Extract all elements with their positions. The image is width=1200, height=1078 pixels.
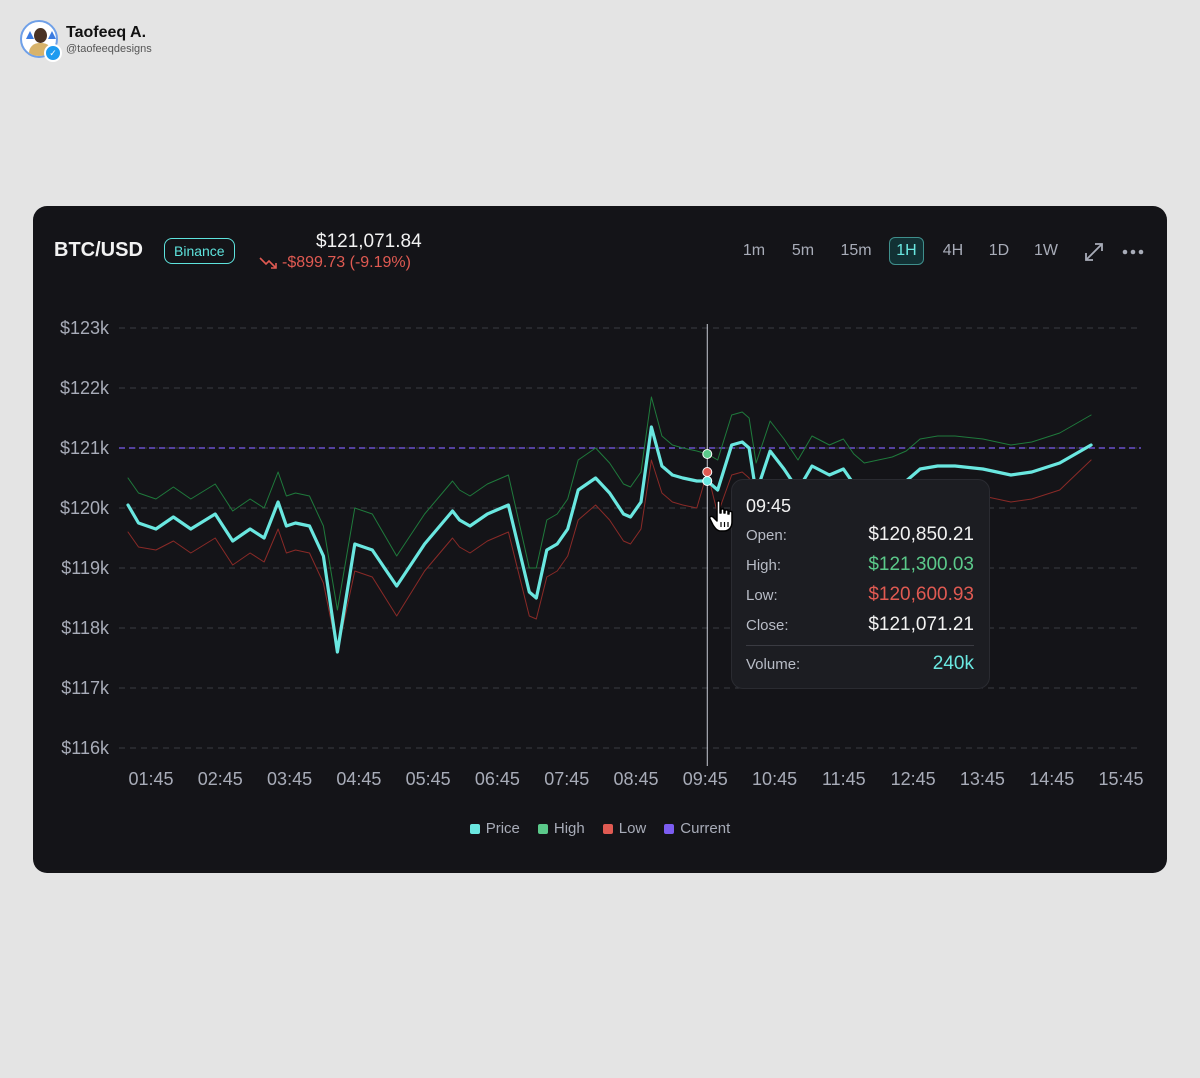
- x-tick-label: 01:45: [128, 769, 173, 789]
- tooltip-divider: [746, 645, 974, 646]
- x-tick-label: 12:45: [891, 769, 936, 789]
- tooltip-close-label: Close:: [746, 616, 789, 634]
- y-tick-label: $117k: [61, 678, 110, 698]
- x-tick-label: 14:45: [1029, 769, 1074, 789]
- trend-down-icon: [259, 257, 277, 269]
- legend-price-label: Price: [485, 820, 520, 837]
- y-tick-label: $119k: [61, 558, 110, 578]
- x-tick-label: 02:45: [198, 769, 243, 789]
- hover-point-high: [702, 449, 713, 459]
- legend-price[interactable]: Price: [469, 820, 520, 837]
- y-tick-label: $121k: [60, 438, 110, 458]
- author-header: Taofeeq A. @taofeeqdesigns: [20, 20, 152, 58]
- author-name[interactable]: Taofeeq A.: [66, 23, 147, 41]
- verified-badge-icon: ✓: [44, 44, 62, 62]
- legend-low-swatch: [602, 823, 613, 834]
- avatar[interactable]: [20, 20, 58, 58]
- tooltip-low-row: Low: $120,600.93: [746, 584, 974, 606]
- hover-layer: [702, 324, 713, 766]
- current-price: $121,071.84: [316, 231, 422, 252]
- timeframe-1m[interactable]: 1m: [742, 242, 766, 259]
- y-tick-label: $118k: [61, 618, 110, 638]
- ohlc-tooltip: 09:45 Open: $120,850.21 High: $121,300.0…: [731, 479, 990, 689]
- y-tick-label: $120k: [60, 498, 110, 518]
- legend-low[interactable]: Low: [602, 820, 647, 837]
- avatar-face: [34, 28, 47, 43]
- tooltip-low-label: Low:: [746, 586, 778, 604]
- tooltip-open-row: Open: $120,850.21: [746, 524, 974, 546]
- pair-title: BTC/USD: [54, 239, 143, 261]
- timeframe-5m[interactable]: 5m: [791, 242, 815, 259]
- timeframe-4h[interactable]: 4H: [942, 242, 964, 259]
- legend-low-label: Low: [618, 820, 647, 837]
- more-icon[interactable]: [1121, 240, 1145, 264]
- x-tick-label: 15:45: [1098, 769, 1143, 789]
- tooltip-close-row: Close: $121,071.21: [746, 614, 974, 636]
- x-tick-label: 08:45: [613, 769, 658, 789]
- tooltip-volume-value: 240k: [932, 653, 974, 674]
- x-tick-label: 04:45: [336, 769, 381, 789]
- x-tick-label: 06:45: [475, 769, 520, 789]
- hover-point-low: [702, 467, 713, 477]
- timeframe-15m[interactable]: 15m: [840, 242, 872, 259]
- x-axis-labels: 01:45 02:45 03:45 04:45 05:45 06:45 07:45 08:45…: [128, 769, 1143, 789]
- y-tick-label: $123k: [60, 318, 110, 338]
- tooltip-close-value: $121,071.21: [868, 614, 974, 635]
- tooltip-high-value: $121,300.03: [868, 554, 974, 575]
- tooltip-high-label: High:: [746, 556, 782, 574]
- legend-high[interactable]: High: [537, 820, 585, 837]
- logo-icon: [26, 31, 34, 39]
- price-chart[interactable]: $123k $122k $121k $120k $119k $118k $117k $116k…: [33, 206, 1167, 806]
- tooltip-time: 09:45: [746, 496, 792, 516]
- author-info: Taofeeq A. @taofeeqdesigns: [66, 23, 152, 56]
- x-tick-label: 05:45: [406, 769, 451, 789]
- hover-point-price: [702, 476, 713, 486]
- legend-current[interactable]: Current: [664, 820, 730, 837]
- x-tick-label: 13:45: [960, 769, 1005, 789]
- legend-price-swatch: [469, 823, 480, 834]
- y-tick-label: $122k: [60, 378, 110, 398]
- exchange-badge[interactable]: Binance: [164, 238, 235, 264]
- timeframe-1w[interactable]: 1W: [1034, 242, 1058, 259]
- tooltip-high-row: High: $121,300.03: [746, 554, 974, 576]
- author-handle[interactable]: @taofeeqdesigns: [66, 42, 152, 55]
- tooltip-volume-label: Volume:: [746, 655, 801, 673]
- tooltip-low-value: $120,600.93: [868, 584, 974, 605]
- legend-current-label: Current: [680, 820, 731, 837]
- x-tick-label: 03:45: [267, 769, 312, 789]
- x-tick-label: 11:45: [822, 769, 866, 789]
- x-tick-label: 10:45: [752, 769, 797, 789]
- legend-current-swatch: [664, 823, 675, 834]
- pointer-cursor-icon: [709, 500, 733, 532]
- tooltip-open-value: $120,850.21: [868, 524, 974, 545]
- chart-legend: Price High Low Current: [33, 820, 1167, 837]
- legend-high-label: High: [553, 820, 585, 837]
- logo-icon: [48, 31, 56, 39]
- legend-high-swatch: [537, 823, 548, 834]
- timeframe-1h[interactable]: 1H: [889, 237, 924, 265]
- tooltip-volume-row: Volume: 240k: [746, 653, 974, 675]
- y-axis-labels: $123k $122k $121k $120k $119k $118k $117k $116k: [60, 318, 110, 758]
- price-change: -$899.73 (-9.19%): [259, 254, 411, 272]
- y-tick-label: $116k: [61, 738, 110, 758]
- x-tick-label: 09:45: [683, 769, 728, 789]
- tooltip-open-label: Open:: [746, 526, 787, 544]
- price-change-text: -$899.73 (-9.19%): [282, 254, 411, 271]
- timeframe-1d[interactable]: 1D: [988, 242, 1010, 259]
- x-tick-label: 07:45: [544, 769, 589, 789]
- series-high-line: [127, 396, 1092, 611]
- chart-card: BTC/USD Binance $121,071.84 -$899.73 (-9…: [33, 206, 1167, 873]
- expand-icon[interactable]: [1082, 240, 1106, 264]
